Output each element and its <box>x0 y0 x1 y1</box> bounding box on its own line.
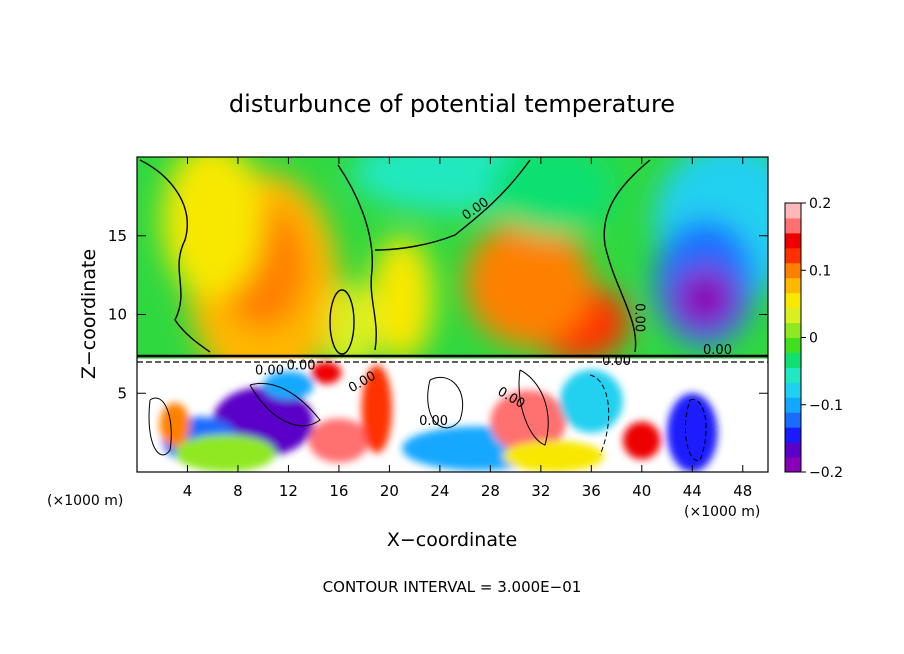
colorbar-segment <box>785 457 801 473</box>
colorbar-segment <box>785 247 801 264</box>
contour-zero-middle <box>374 159 531 251</box>
colorbar-tick-label: 0.2 <box>809 196 831 212</box>
field-blob-upper <box>465 220 592 346</box>
y-axis: 5 10 15 <box>108 227 768 402</box>
colorbar-segment <box>785 337 801 353</box>
x-axis-label: X−coordinate <box>387 529 517 551</box>
contour-lower-b <box>427 376 464 429</box>
colorbar: 0.2 0.1 0 −0.1 −0.2 <box>784 196 843 481</box>
y-tick-label: 5 <box>117 384 127 402</box>
x-tick-label: 12 <box>279 482 298 500</box>
field-blob-upper <box>490 157 617 236</box>
y-axis-label: Z−coordinate <box>78 249 100 379</box>
contour-label: 0.00 <box>255 363 284 378</box>
x-axis: 4 8 12 16 20 24 28 32 36 40 44 48 <box>183 157 752 500</box>
x-tick-label: 32 <box>531 482 550 500</box>
field-blob-lower <box>311 361 342 384</box>
field-blob-upper <box>370 235 434 362</box>
field-blob-upper <box>326 283 377 378</box>
contour-zero-upper <box>337 164 377 351</box>
colorbar-tick-label: 0 <box>809 331 818 347</box>
colorbar-segment <box>785 277 801 294</box>
colorbar-segment <box>785 412 801 428</box>
field-blob-lower <box>263 371 314 400</box>
colorbar-segment <box>785 382 801 398</box>
chart-title: disturbunce of potential temperature <box>229 90 675 118</box>
field-blob-lower <box>622 421 661 460</box>
contour-label: 0.00 <box>602 354 631 369</box>
contour-lower-e <box>518 369 549 446</box>
contour-zero-left <box>139 159 211 353</box>
x-tick-label: 36 <box>582 482 601 500</box>
contour-label: 0.00 <box>287 359 316 374</box>
y-tick-label: 15 <box>108 227 127 245</box>
field-blob-lower <box>361 364 392 454</box>
colorbar-tick-label: 0.1 <box>809 263 831 279</box>
plot-area: 0.000.000.000.000.000.000.000.000.00 <box>137 157 768 472</box>
field-blob-lower <box>667 393 718 472</box>
field-blob-upper <box>162 157 264 299</box>
x-tick-label: 44 <box>683 482 702 500</box>
contour-lower-f <box>589 374 610 456</box>
contour-lower-c <box>684 399 707 461</box>
field-blob-lower <box>174 434 276 472</box>
x-tick-label: 16 <box>329 482 348 500</box>
x-tick-label: 48 <box>733 482 752 500</box>
contour-lower-d <box>249 383 321 427</box>
x-tick-label: 40 <box>632 482 651 500</box>
colorbar-tick-label: −0.2 <box>809 465 843 481</box>
x-tick-label: 24 <box>430 482 449 500</box>
upper-field <box>162 157 768 394</box>
colorbar-segment <box>785 367 801 383</box>
colorbar-segment <box>785 352 801 368</box>
colorbar-segment <box>785 322 801 338</box>
contour-interval-note: CONTOUR INTERVAL = 3.000E−01 <box>323 578 582 596</box>
x-tick-label: 28 <box>481 482 500 500</box>
contour-closed-center <box>329 289 355 355</box>
contour-lower-a <box>148 397 172 456</box>
colorbar-segment <box>785 292 801 309</box>
field-blob-lower <box>559 369 623 433</box>
y-tick-label: 10 <box>108 306 127 324</box>
colorbar-segment <box>785 442 801 458</box>
contour-label: 0.00 <box>631 303 646 332</box>
colorbar-segment <box>785 307 801 324</box>
colorbar-segment <box>785 427 801 443</box>
lower-blobs <box>159 361 718 472</box>
x-tick-label: 20 <box>380 482 399 500</box>
x-axis-unit-right: (×1000 m) <box>684 504 760 520</box>
x-tick-label: 4 <box>183 482 193 500</box>
colorbar-segment <box>785 262 801 279</box>
colorbar-segment <box>785 203 801 219</box>
contour-label: 0.00 <box>703 343 732 358</box>
field-blob-lower <box>502 440 604 472</box>
lower-field <box>137 358 768 472</box>
colorbar-segment <box>785 397 801 413</box>
contour-zero-right <box>603 159 651 353</box>
field-blob-lower <box>308 418 370 463</box>
colorbar-segment <box>785 232 801 249</box>
contour-label: 0.00 <box>419 414 448 429</box>
x-tick-label: 8 <box>233 482 243 500</box>
contour-lines <box>137 159 768 461</box>
field-blob-upper <box>673 267 737 331</box>
colorbar-tick-label: −0.1 <box>809 398 843 414</box>
colorbar-segment <box>785 217 801 234</box>
x-axis-unit-left: (×1000 m) <box>47 493 123 509</box>
field-blob-lower <box>159 402 191 447</box>
